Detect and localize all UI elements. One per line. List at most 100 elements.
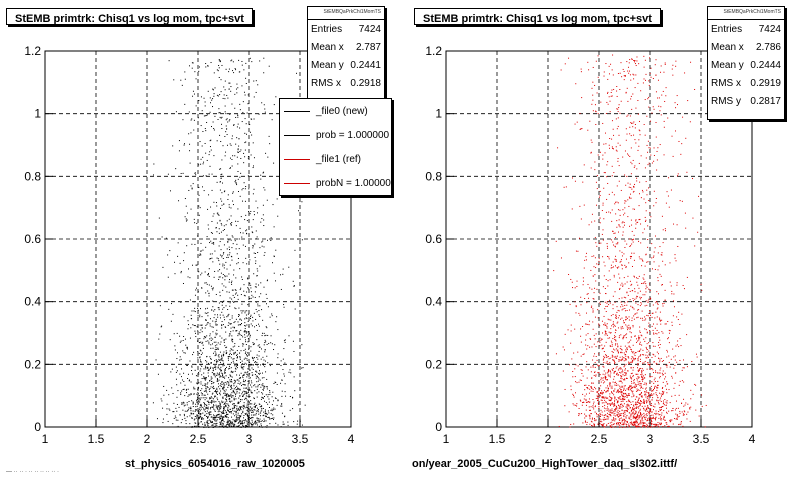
data-point [180,340,182,342]
data-point [251,423,253,425]
data-point [639,394,641,396]
data-point [205,387,207,389]
data-point [623,379,625,381]
data-point [630,377,632,379]
data-point [194,409,196,411]
data-point [604,375,606,377]
data-point [583,401,585,403]
data-point [236,243,238,245]
data-point [617,111,619,113]
data-point [650,76,652,78]
data-point [199,357,201,359]
data-point [641,426,643,428]
data-point [192,354,194,356]
data-point [213,408,215,410]
data-point [243,284,245,286]
data-point [628,72,630,74]
data-point [229,143,231,145]
data-point [218,232,220,234]
data-point [237,401,239,403]
data-point [677,407,679,409]
data-point [583,353,585,355]
data-point [221,224,223,226]
data-point [219,402,221,404]
data-point [203,403,205,405]
data-point [653,416,655,418]
data-point [231,135,233,137]
data-point [684,411,686,413]
data-point [685,227,687,229]
data-point [682,367,684,369]
data-point [652,417,654,419]
data-point [660,423,662,425]
data-point [215,368,217,370]
data-point [234,370,236,372]
data-point [195,105,197,107]
data-point [235,225,237,227]
data-point [226,426,228,428]
data-point [594,104,596,106]
data-point [676,95,678,97]
data-point [197,315,199,317]
data-point [225,381,227,383]
data-point [222,376,224,378]
data-point [632,324,634,326]
data-point [613,418,615,420]
data-point [184,198,186,200]
data-point [623,395,625,397]
data-point [220,317,222,319]
data-point [216,425,218,427]
data-point [233,399,235,401]
data-point [628,205,630,207]
data-point [263,414,265,416]
data-point [183,252,185,254]
data-point [620,345,622,347]
data-point [255,238,257,240]
data-point [199,253,201,255]
data-point [221,116,223,118]
data-point [239,423,241,425]
data-point [622,327,624,329]
data-point [659,377,661,379]
data-point [638,424,640,426]
data-point [637,425,639,427]
data-point [634,412,636,414]
data-point [219,403,221,405]
data-point [587,293,589,295]
data-point [608,363,610,365]
data-point [217,411,219,413]
data-point [171,387,173,389]
data-point [199,406,201,408]
data-point [671,377,673,379]
data-point [629,197,631,199]
data-point [617,369,619,371]
data-point [624,75,626,77]
data-point [239,389,241,391]
data-point [258,284,260,286]
data-point [621,424,623,426]
data-point [219,351,221,353]
data-point [196,287,198,289]
data-point [653,205,655,207]
data-point [649,410,651,412]
data-point [197,350,199,352]
data-point [609,332,611,334]
data-point [271,343,273,345]
data-point [641,378,643,380]
data-point [183,405,185,407]
data-point [221,204,223,206]
data-point [597,423,599,425]
data-point [653,354,655,356]
data-point [601,320,603,322]
data-point [246,363,248,365]
data-point [613,356,615,358]
data-point [660,400,662,402]
data-point [216,387,218,389]
data-point [180,79,182,81]
data-point [237,257,239,259]
data-point [588,297,590,299]
data-point [652,342,654,344]
data-point [262,389,264,391]
data-point [616,424,618,426]
data-point [660,416,662,418]
